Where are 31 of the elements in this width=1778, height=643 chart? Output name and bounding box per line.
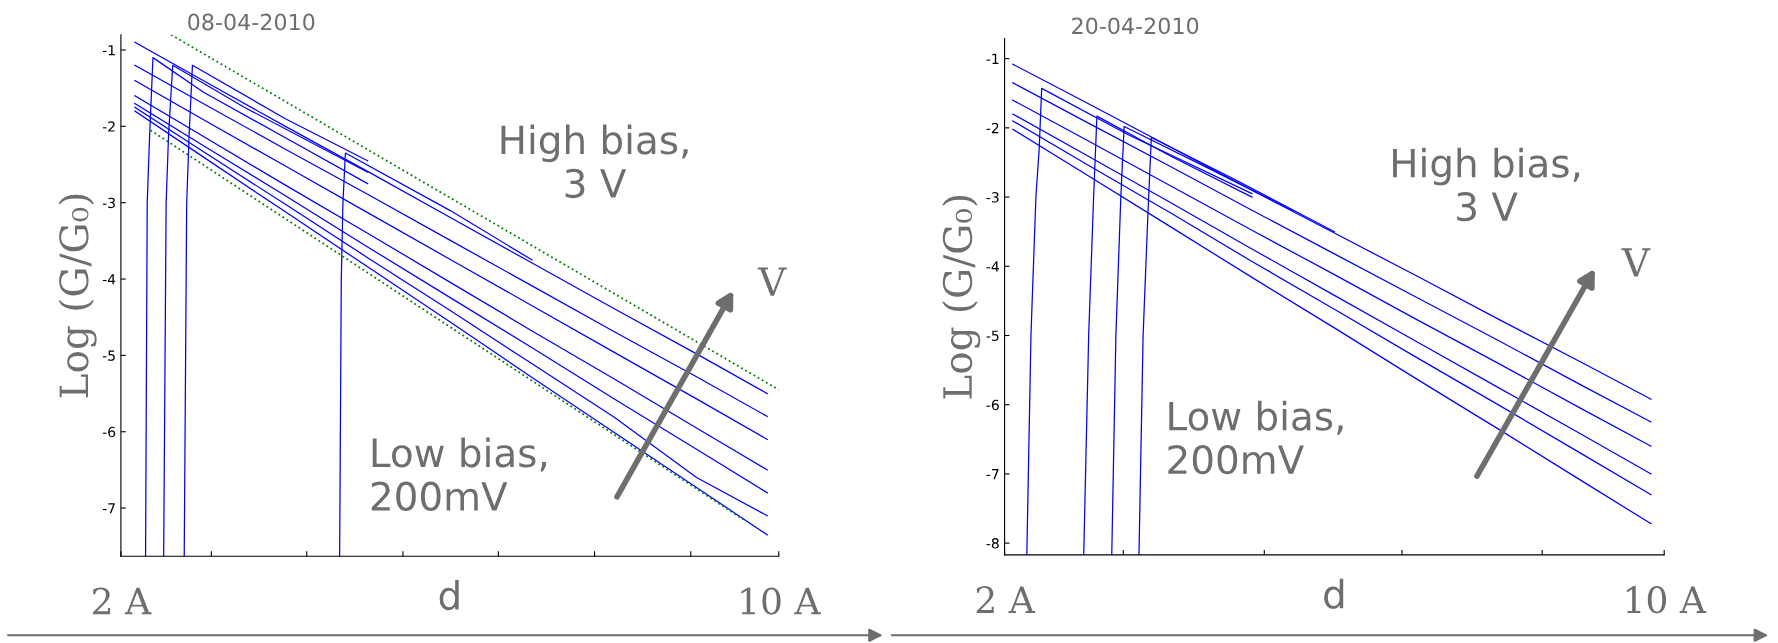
y-axis-title: Log (G/G₀) <box>942 195 981 399</box>
annotation: High bias, 3 V <box>1393 147 1580 222</box>
x-tick-label: 10 A <box>741 587 821 615</box>
y-tick-label: -5 <box>102 350 115 361</box>
y-tick-label: -1 <box>102 45 115 56</box>
y-tick-label: -6 <box>102 426 116 438</box>
annotation: V <box>757 267 787 296</box>
x-tick-label: 10 A <box>1626 586 1707 614</box>
y-tick-label: -5 <box>986 330 999 341</box>
y-tick-label: -3 <box>102 197 115 209</box>
annotation: Low bias, 200mV <box>1168 400 1343 475</box>
annotation: Low bias, 200mV <box>371 437 547 512</box>
x-tick-label: 2 A <box>976 586 1036 613</box>
chart-title: 20-04-2010 <box>1072 17 1199 35</box>
y-tick-label: -3 <box>986 192 999 203</box>
x-axis-title: d <box>439 580 459 611</box>
y-tick-label: -1 <box>986 53 999 64</box>
x-axis-title: d <box>1324 578 1344 609</box>
annotation: High bias, 3 V <box>501 124 688 199</box>
y-tick-label: -7 <box>986 469 999 480</box>
y-tick-label: -4 <box>986 261 999 272</box>
y-tick-label: -4 <box>102 274 116 285</box>
chart-title: 08-04-2010 <box>188 13 315 31</box>
annotation: V <box>1621 248 1651 277</box>
y-tick-label: -2 <box>102 121 115 132</box>
y-tick-label: -2 <box>986 122 999 134</box>
x-tick-label: 2 A <box>93 587 152 615</box>
y-tick-label: -6 <box>986 399 999 411</box>
y-tick-label: -8 <box>986 538 999 549</box>
y-tick-label: -7 <box>102 503 115 514</box>
y-axis-title: Log (G/G₀) <box>58 194 97 398</box>
